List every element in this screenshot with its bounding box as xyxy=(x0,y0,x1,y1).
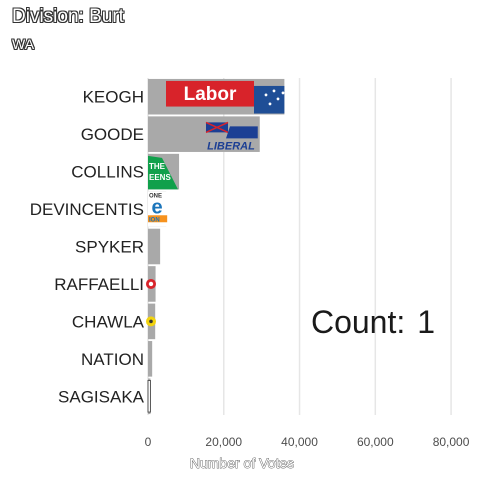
category-label: SPYKER xyxy=(75,238,144,257)
x-tick-label: 0 xyxy=(145,435,152,449)
count-value: 1 xyxy=(417,304,435,340)
star-icon xyxy=(281,91,285,95)
labor-logo-red-panel xyxy=(166,80,254,107)
tick-layer: 0 20,000 40,000 60,000 80,000 xyxy=(145,435,470,449)
chawla-logo xyxy=(146,316,156,327)
category-label: RAFFAELLI xyxy=(54,275,144,294)
category-label: DEVINCENTIS xyxy=(30,200,144,219)
category-label: KEOGH xyxy=(83,88,144,107)
liberal-logo-text: LIBERAL xyxy=(207,140,255,152)
star-icon xyxy=(276,97,280,101)
one-nation-logo-band xyxy=(148,215,168,223)
category-label: GOODE xyxy=(81,125,144,144)
one-nation-logo-text-mid: e xyxy=(151,196,162,218)
liberal-logo-swoosh xyxy=(226,126,258,139)
category-label: CHAWLA xyxy=(72,312,145,331)
labor-logo: Labor xyxy=(166,80,285,114)
label-layer: KEOGH GOODE COLLINS DEVINCENTIS SPYKER RAFFAE… xyxy=(30,88,145,407)
labor-logo-text: Labor xyxy=(184,84,237,105)
category-label: SAGISAKA xyxy=(58,387,145,406)
star-icon xyxy=(268,102,272,106)
star-icon xyxy=(272,89,276,93)
count-readout: Count: 1 xyxy=(311,304,435,340)
bar xyxy=(148,341,153,377)
chart-title: Division: Burt xyxy=(12,6,124,27)
greens-logo-text-top: THE xyxy=(149,162,166,171)
one-nation-logo-text-bottom: ION xyxy=(149,217,160,223)
star-icon xyxy=(264,93,268,97)
x-tick-label: 60,000 xyxy=(357,435,394,449)
liberal-logo: LIBERAL xyxy=(205,121,258,152)
liberal-logo-cross xyxy=(205,121,229,134)
one-nation-logo-text-top: ONE xyxy=(149,193,162,199)
x-tick-label: 80,000 xyxy=(433,435,470,449)
greens-logo: THE EENS xyxy=(148,155,178,190)
category-label: COLLINS xyxy=(71,163,144,182)
bar xyxy=(148,228,161,265)
raffaelli-logo-inner xyxy=(148,281,154,287)
greens-logo-triangle xyxy=(148,155,178,190)
x-tick-label: 20,000 xyxy=(205,435,242,449)
x-tick-label: 40,000 xyxy=(281,435,318,449)
chawla-logo-dot xyxy=(149,319,153,324)
category-label: NATION xyxy=(81,350,144,369)
sagisaka-logo-box xyxy=(147,379,151,413)
greens-logo-text-bottom: EENS xyxy=(149,173,171,182)
count-label: Count: xyxy=(311,304,405,340)
chart-subtitle: WA xyxy=(12,36,35,52)
labor-logo-blue-panel xyxy=(254,85,285,114)
x-axis-title: Number of Votes xyxy=(190,455,294,471)
raffaelli-logo xyxy=(146,278,156,289)
